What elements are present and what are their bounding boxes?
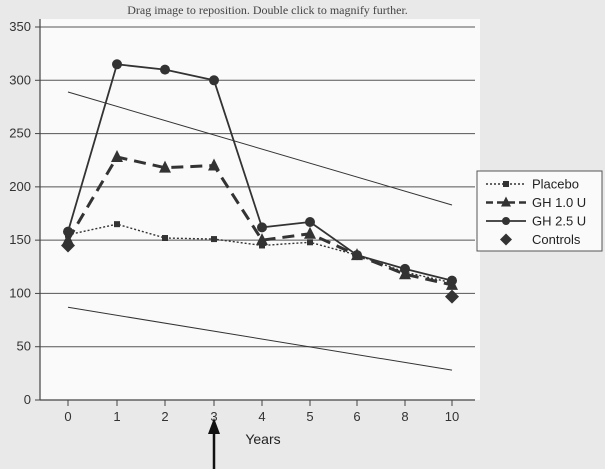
y-tick-label-50: 50 — [17, 339, 31, 354]
legend: Placebo GH 1.0 U GH 2.5 U Controls — [476, 170, 603, 252]
grid-layer — [40, 19, 480, 401]
y-tick-label-200: 200 — [9, 179, 31, 194]
legend-item-2: GH 1.0 U — [486, 195, 586, 210]
data-point-10 — [445, 289, 459, 304]
legend-label: Placebo — [532, 177, 579, 192]
data-point-3 — [208, 158, 220, 171]
y-tick-label-350: 350 — [9, 19, 31, 34]
data-point-2 — [162, 235, 168, 242]
data-point-4 — [257, 222, 267, 233]
x-tick-label-1: 1 — [113, 409, 120, 424]
data-point-1 — [111, 150, 123, 163]
trend-layer — [67, 91, 453, 371]
legend-item-4: Controls — [500, 232, 581, 247]
data-point-5 — [304, 226, 316, 239]
series-controls — [61, 238, 459, 304]
magnify-notice: Drag image to reposition. Double click t… — [127, 3, 408, 17]
x-tick-label-3: 3 — [210, 409, 217, 424]
arrow-head — [208, 418, 220, 434]
x-tick-label-10: 10 — [445, 409, 459, 424]
data-point-3 — [209, 75, 219, 86]
data-point-4 — [256, 233, 268, 246]
legend-label: Controls — [532, 232, 581, 247]
x-tick-label-5: 5 — [306, 409, 313, 424]
data-point-0 — [61, 238, 75, 253]
data-point-3 — [211, 236, 217, 243]
legend-box — [476, 170, 603, 252]
y-tick-label-100: 100 — [9, 285, 31, 300]
legend-swatch-marker — [502, 217, 510, 225]
axis-layer: 0 50 100 150 200 250 300 350 0 1 2 3 4 5 6 8 10 — [9, 19, 475, 424]
plot-area — [40, 19, 480, 400]
y-tick-label-250: 250 — [9, 126, 31, 141]
legend-label: GH 2.5 U — [532, 214, 586, 229]
trend-line-1 — [67, 91, 453, 206]
data-point-1 — [114, 221, 120, 228]
x-tick-label-6: 6 — [353, 409, 360, 424]
data-point-6 — [352, 250, 362, 261]
y-tick-label-300: 300 — [9, 72, 31, 87]
y-tick-label-150: 150 — [9, 232, 31, 247]
x-tick-label-0: 0 — [64, 409, 71, 424]
legend-swatch-marker — [500, 233, 512, 246]
data-point-0 — [63, 226, 73, 237]
arrow-annotation — [208, 418, 220, 469]
series-layer — [61, 59, 459, 304]
x-tick-label-8: 8 — [401, 409, 408, 424]
data-point-10 — [447, 275, 457, 286]
data-point-1 — [112, 59, 122, 70]
x-tick-label-4: 4 — [258, 409, 265, 424]
x-axis-title: Years — [245, 431, 280, 447]
data-point-2 — [159, 160, 171, 173]
x-tick-label-2: 2 — [161, 409, 168, 424]
data-point-5 — [305, 217, 315, 228]
data-point-4 — [259, 242, 265, 249]
legend-item-3: GH 2.5 U — [486, 214, 586, 229]
series-gh-2-5-u — [63, 59, 457, 286]
data-point-8 — [400, 263, 410, 274]
legend-swatch-marker — [501, 196, 511, 207]
legend-item-1: Placebo — [486, 177, 579, 192]
trend-line-2 — [67, 306, 453, 371]
data-point-5 — [307, 239, 313, 246]
legend-label: GH 1.0 U — [532, 195, 586, 210]
y-tick-label-0: 0 — [24, 392, 31, 407]
legend-swatch-marker — [503, 181, 509, 187]
data-point-2 — [160, 64, 170, 75]
